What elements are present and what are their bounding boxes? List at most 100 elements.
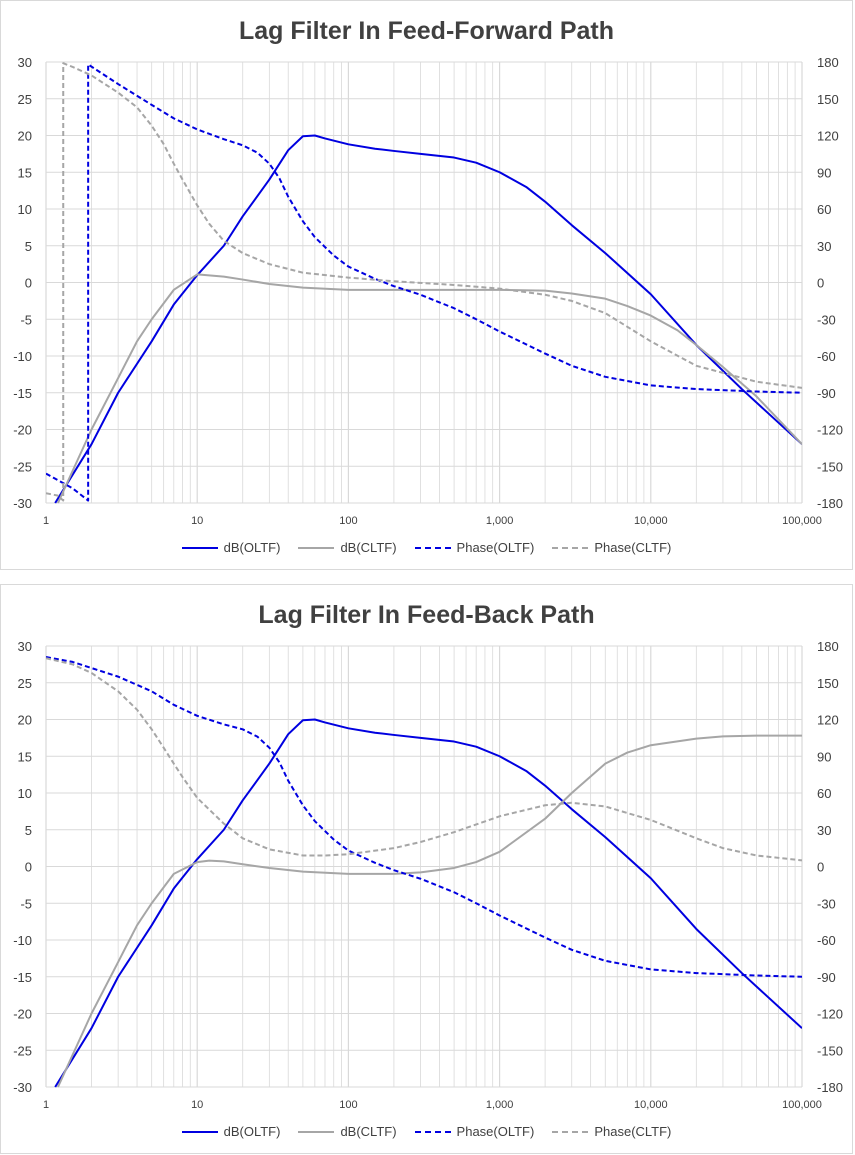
y-right-tick-label: -90 [817,386,836,401]
y-left-tick-label: -10 [13,349,32,364]
x-tick-label: 1 [43,1099,49,1111]
legend-swatch [298,546,335,549]
legend-swatch [414,1130,451,1133]
legend-item-db-oltf: dB(OLTF) [181,1124,281,1139]
y-right-tick-label: 120 [817,129,839,144]
chart-title: Lag Filter In Feed-Forward Path [238,17,615,45]
y-right-tick-label: 30 [817,823,831,838]
y-right-tick-label: -150 [817,1043,843,1058]
y-left-tick-label: 25 [18,676,32,691]
y-right-tick-label: -60 [817,933,836,948]
legend: dB(OLTF) dB(CLTF) Phase(OLTF) Phase(CLTF… [1,540,852,555]
x-tick-label: 1,000 [486,1099,514,1111]
y-left-tick-label: 10 [18,786,32,801]
y-right-tick-label: 150 [817,92,839,107]
series-line-phase-oltf [46,656,802,978]
legend-item-phase-oltf: Phase(OLTF) [414,540,535,555]
plot-area: 302520151050-5-10-15-20-25-3018015012090… [13,639,843,1111]
x-tick-label: 10,000 [634,515,668,527]
y-right-tick-label: 0 [817,860,824,875]
legend-swatch [181,1130,218,1133]
chart-panel-feed-back: Lag Filter In Feed-Back Path 30 25 20 15 10 5… [0,584,853,1154]
y-left-tick-label: 10 [18,202,32,217]
x-tick-label: 1,000 [486,515,514,527]
legend-item-phase-cltf: Phase(CLTF) [552,540,671,555]
y-right-tick-label: -120 [817,423,843,438]
y-right-tick-label: -180 [817,496,843,511]
y-right-tick-label: -60 [817,349,836,364]
y-left-tick-label: 20 [18,713,32,728]
legend-label: Phase(CLTF) [594,540,672,555]
series-line-phase-cltf [46,657,802,862]
y-left-tick-label: 15 [18,749,32,764]
y-right-tick-label: -30 [817,896,836,911]
y-right-tick-label: 180 [817,55,839,70]
legend-item-db-cltf: dB(CLTF) [298,540,397,555]
y-left-tick-label: -10 [13,933,32,948]
y-right-tick-label: 90 [817,165,831,180]
y-right-tick-label: 120 [817,713,839,728]
legend-label: dB(OLTF) [223,1124,281,1139]
y-left-tick-label: 20 [18,129,32,144]
y-right-tick-label: -90 [817,970,836,985]
series-line-db-cltf [57,273,802,504]
series-line-db-oltf [54,134,802,504]
legend-swatch [552,546,589,549]
legend-label: dB(OLTF) [223,540,281,555]
x-tick-label: 1 [43,515,49,527]
legend-swatch [181,546,218,549]
series-line-db-oltf [54,718,802,1088]
series-line-phase-cltf [46,62,802,502]
y-right-tick-label: 30 [817,239,831,254]
legend-swatch [552,1130,589,1133]
series-line-phase-oltf [46,63,802,502]
y-right-tick-label: -180 [817,1080,843,1095]
y-right-tick-label: 150 [817,676,839,691]
y-left-tick-label: -30 [13,496,32,511]
chart-title: Lag Filter In Feed-Back Path [258,601,595,629]
legend-label: Phase(OLTF) [456,540,535,555]
y-left-tick-label: -5 [20,312,32,327]
y-right-tick-label: -30 [817,312,836,327]
legend-label: Phase(OLTF) [456,1124,535,1139]
legend-label: dB(CLTF) [340,1124,397,1139]
x-tick-label: 10,000 [634,1099,668,1111]
y-left-tick-label: -5 [20,896,32,911]
y-right-tick-label: 60 [817,786,831,801]
y-left-tick-label: 25 [18,92,32,107]
y-right-tick-label: -150 [817,459,843,474]
x-tick-label: 100 [339,515,357,527]
legend-item-db-oltf: dB(OLTF) [181,540,281,555]
y-left-tick-label: 30 [18,639,32,654]
legend-swatch [414,546,451,549]
legend-swatch [298,1130,335,1133]
x-tick-label: 100,000 [782,515,822,527]
y-left-tick-label: -15 [13,386,32,401]
x-tick-label: 10 [191,515,203,527]
x-tick-label: 100,000 [782,1099,822,1111]
y-right-tick-label: 90 [817,749,831,764]
y-left-tick-label: -20 [13,1007,32,1022]
plot-area: 302520151050-5-10-15-20-25-3018015012090… [13,55,843,527]
y-left-tick-label: 0 [25,860,32,875]
legend-label: Phase(CLTF) [594,1124,672,1139]
y-left-tick-label: 15 [18,165,32,180]
y-right-tick-label: 180 [817,639,839,654]
y-left-tick-label: 30 [18,55,32,70]
legend: dB(OLTF) dB(CLTF) Phase(OLTF) Phase(CLTF… [1,1124,852,1139]
legend-item-phase-cltf: Phase(CLTF) [552,1124,671,1139]
series-line-db-cltf [57,734,802,1088]
y-right-tick-label: 0 [817,276,824,291]
legend-item-db-cltf: dB(CLTF) [298,1124,397,1139]
y-left-tick-label: -25 [13,1043,32,1058]
y-left-tick-label: -20 [13,423,32,438]
x-tick-label: 100 [339,1099,357,1111]
x-tick-label: 10 [191,1099,203,1111]
legend-label: dB(CLTF) [340,540,397,555]
legend-item-phase-oltf: Phase(OLTF) [414,1124,535,1139]
chart-panel-feed-forward: Lag Filter In Feed-Forward Path 30 25 20 15… [0,0,853,570]
y-left-tick-label: 5 [25,239,32,254]
y-left-tick-label: 5 [25,823,32,838]
y-left-tick-label: 0 [25,276,32,291]
y-left-tick-label: -15 [13,970,32,985]
